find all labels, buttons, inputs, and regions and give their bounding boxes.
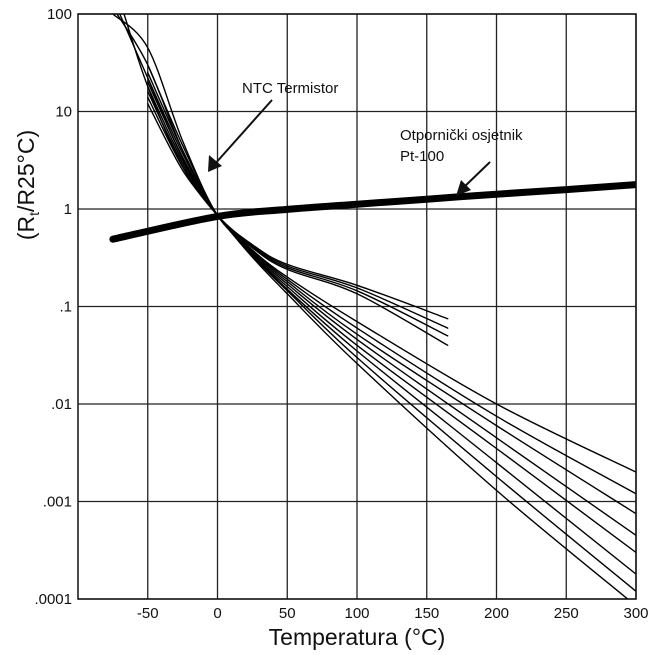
y-tick-label: .01	[51, 396, 72, 413]
tick-labels: -50 0 50 100 150 200 250 300 100 10 1 .1 .01 .001 .000…	[34, 6, 648, 622]
x-tick-label: 150	[414, 605, 439, 622]
series-line-ntc	[147, 64, 636, 473]
series-line-ntc	[147, 81, 636, 536]
series-lines	[109, 14, 636, 599]
y-tick-label: 100	[47, 6, 72, 23]
series-line-ntc	[116, 14, 449, 337]
series-line-pt100	[109, 181, 636, 243]
x-tick-label: 50	[279, 605, 296, 622]
pt100-arrow-shaft	[461, 161, 491, 190]
pt100-arrow-head	[456, 180, 471, 196]
x-axis-title: Temperatura (°C)	[269, 624, 446, 650]
x-tick-label: 250	[554, 605, 579, 622]
pt100-annotation-label-line1: Otpornički osjetnik	[400, 127, 523, 144]
ntc-arrow-head	[208, 155, 222, 172]
plot-frame	[77, 13, 637, 600]
series-line-ntc	[147, 103, 629, 599]
pt100-annotation-label-line2: Pt-100	[400, 148, 444, 165]
series-line-ntc	[112, 14, 449, 346]
y-tick-label: .1	[59, 299, 72, 316]
y-axis-title-subscript: t	[26, 212, 42, 216]
series-line-ntc	[123, 14, 449, 320]
series-line-ntc	[147, 85, 636, 554]
y-tick-label: .0001	[34, 591, 72, 608]
annotations: NTC Termistor Otpornički osjetnik Pt-100	[208, 80, 523, 196]
series-line-ntc	[147, 96, 636, 592]
series-line-ntc	[147, 72, 636, 495]
y-tick-label: 10	[55, 104, 72, 121]
ntc-annotation-label: NTC Termistor	[242, 80, 338, 97]
x-tick-label: 0	[213, 605, 221, 622]
series-line-ntc	[147, 90, 636, 575]
grid	[78, 13, 637, 600]
ntc-arrow-shaft	[213, 99, 273, 166]
y-tick-label: .001	[43, 494, 72, 511]
series-line-ntc	[147, 77, 636, 515]
x-tick-label: 200	[484, 605, 509, 622]
y-axis-title: (Rt/R25°C)	[13, 130, 42, 240]
y-tick-label: 1	[64, 201, 72, 218]
x-tick-label: 100	[344, 605, 369, 622]
x-tick-label: 300	[623, 605, 648, 622]
x-tick-label: -50	[137, 605, 159, 622]
